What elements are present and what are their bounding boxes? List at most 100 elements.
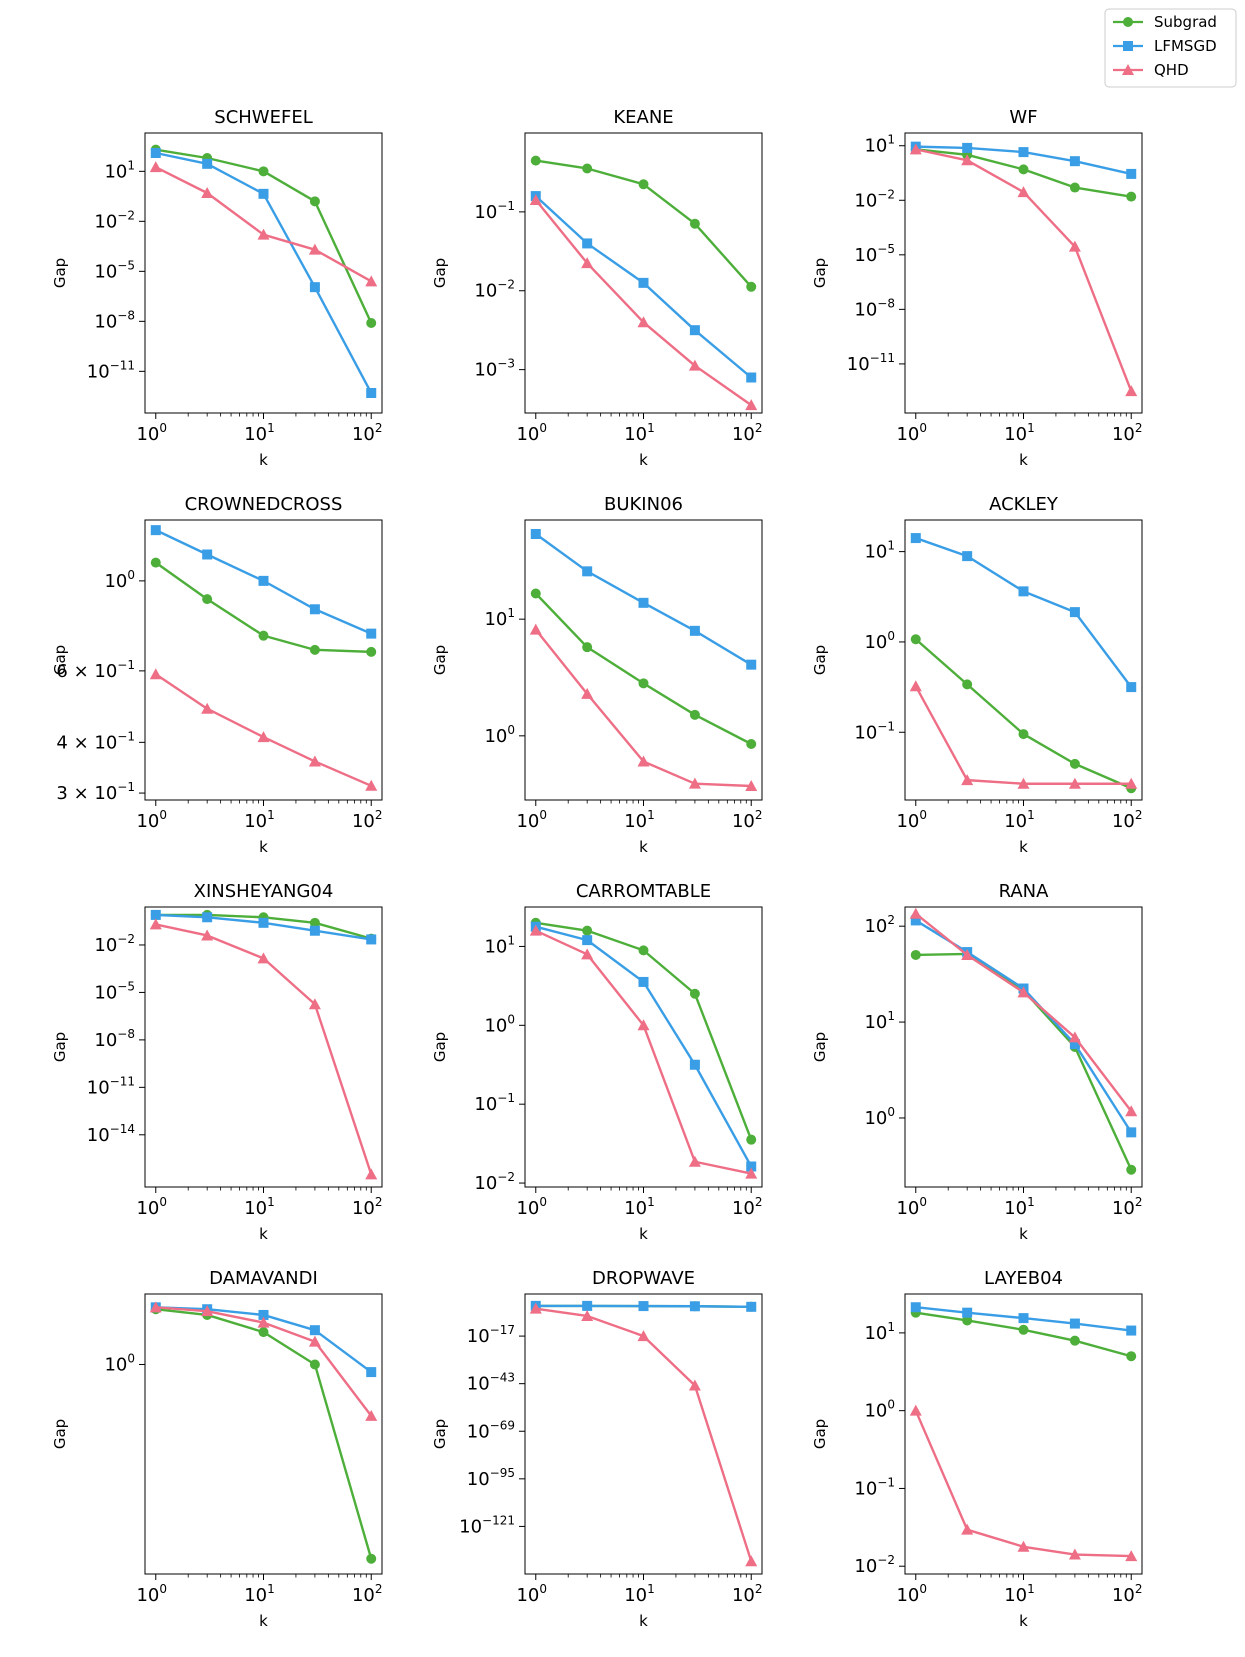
data-point	[689, 1059, 700, 1070]
data-point	[1126, 1351, 1137, 1362]
y-tick-label: 10−5	[94, 979, 135, 1003]
x-tick-label: 100	[136, 1195, 167, 1219]
y-tick-label: 10−17	[467, 1323, 515, 1347]
y-axis-label: Gap	[811, 258, 829, 288]
series-lfmsgd	[530, 529, 757, 670]
data-point	[1017, 986, 1030, 998]
panel-crownedcross: CROWNEDCROSS 100 101 102 k 100 6 × 10−1 4 × 10−…	[51, 494, 383, 856]
data-point	[202, 158, 213, 169]
data-point	[745, 780, 758, 791]
data-point	[150, 909, 161, 920]
data-point	[638, 179, 649, 190]
data-point	[1125, 777, 1138, 789]
data-point	[1017, 777, 1030, 789]
series-lfmsgd	[150, 148, 377, 398]
data-point	[910, 915, 921, 926]
data-point	[201, 929, 214, 941]
x-tick-label: 100	[896, 421, 927, 445]
data-point	[746, 372, 757, 383]
x-tick-label: 101	[1004, 1195, 1035, 1219]
panel-wf: WF 100 101 102 k 101 10−2 10−5 10−8 10−11 Gap	[811, 107, 1143, 469]
x-axis-label: k	[639, 838, 648, 856]
data-point	[257, 952, 270, 964]
data-point	[746, 281, 757, 292]
panel-title: WF	[1009, 107, 1037, 128]
data-point	[1125, 385, 1138, 397]
plot-frame	[144, 906, 383, 1188]
data-point	[202, 594, 213, 605]
y-tick-label: 102	[864, 913, 895, 937]
x-tick-label: 100	[516, 421, 547, 445]
data-point	[1018, 586, 1029, 597]
data-point	[745, 1555, 758, 1567]
data-point	[962, 1307, 973, 1318]
x-tick-label: 100	[136, 1582, 167, 1606]
panel-title: CROWNEDCROSS	[185, 494, 343, 515]
y-tick-label: 101	[864, 133, 895, 157]
y-tick-label: 10−11	[847, 351, 895, 375]
panel-dropwave: DROPWAVE 100 101 102 k 10−17 10−43 10−69 10−95 10…	[431, 1268, 763, 1630]
data-point	[150, 148, 161, 158]
x-axis-label: k	[1019, 451, 1028, 469]
y-tick-label: 10−1	[854, 719, 895, 743]
plot-frame	[524, 132, 763, 414]
data-point	[366, 934, 377, 945]
panel-rana: RANA 100 101 102 k 102 101 100 Gap	[811, 881, 1143, 1243]
x-axis-label: k	[639, 1225, 648, 1243]
data-point	[366, 628, 377, 639]
data-point	[257, 731, 270, 743]
series-line	[155, 166, 372, 283]
y-tick-label: 100	[484, 1012, 515, 1036]
data-point	[909, 143, 922, 155]
legend-marker	[1123, 41, 1133, 51]
data-point	[529, 623, 542, 635]
plot-frame	[144, 132, 383, 414]
plot-frame	[904, 132, 1143, 414]
panel-title: ACKLEY	[989, 494, 1059, 515]
data-point	[962, 142, 973, 153]
x-tick-label: 101	[244, 1582, 275, 1606]
x-tick-label: 100	[136, 808, 167, 832]
data-point	[1069, 758, 1080, 769]
series-qhd	[149, 1301, 378, 1421]
x-tick-label: 102	[352, 1195, 383, 1219]
data-point	[1018, 164, 1029, 175]
series-subgrad	[910, 1307, 1137, 1362]
series-subgrad	[530, 155, 757, 292]
x-tick-label: 102	[1112, 421, 1143, 445]
series-subgrad	[530, 917, 757, 1145]
data-point	[1068, 1031, 1081, 1043]
y-tick-label: 10−5	[854, 242, 895, 266]
series-line	[155, 673, 372, 787]
x-tick-label: 102	[732, 421, 763, 445]
series-lfmsgd	[910, 1302, 1137, 1336]
x-tick-label: 102	[352, 1582, 383, 1606]
data-point	[746, 1161, 757, 1172]
data-point	[201, 1305, 214, 1317]
data-point	[1018, 1324, 1029, 1335]
y-axis-label: Gap	[811, 1032, 829, 1062]
x-tick-label: 101	[624, 1195, 655, 1219]
series-line	[914, 638, 1132, 790]
series-qhd	[149, 161, 378, 287]
x-tick-label: 102	[352, 421, 383, 445]
y-tick-label: 10−11	[87, 358, 135, 382]
y-tick-label: 10−1	[474, 1091, 515, 1115]
data-point	[637, 1330, 650, 1342]
x-tick-label: 100	[896, 1195, 927, 1219]
legend-marker	[1122, 64, 1134, 75]
y-axis-label: Gap	[51, 1032, 69, 1062]
data-point	[1126, 682, 1137, 693]
x-tick-label: 102	[1112, 1582, 1143, 1606]
x-axis-label: k	[259, 451, 268, 469]
y-tick-label: 100	[864, 629, 895, 653]
y-tick-label: 10−11	[87, 1074, 135, 1098]
data-point	[258, 1327, 269, 1338]
panel-title: KEANE	[613, 107, 673, 128]
y-tick-label: 101	[104, 158, 135, 182]
series-qhd	[909, 143, 1138, 397]
y-tick-label: 10−5	[94, 258, 135, 282]
y-tick-label: 101	[484, 933, 515, 957]
data-point	[688, 1155, 701, 1167]
y-tick-label: 10−43	[467, 1371, 515, 1395]
